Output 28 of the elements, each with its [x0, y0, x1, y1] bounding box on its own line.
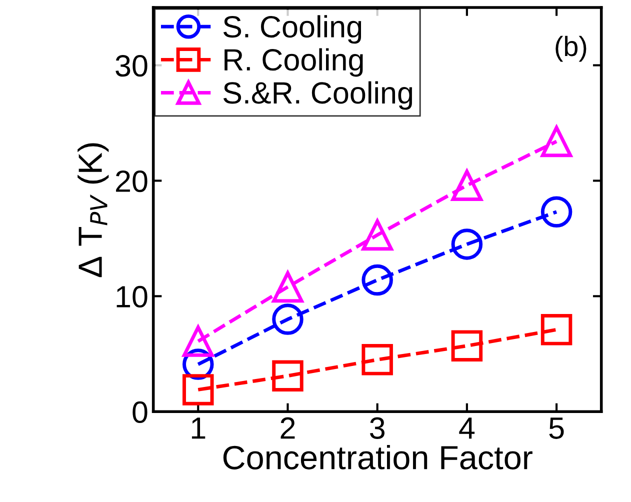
- legend-label: S.&R. Cooling: [223, 81, 412, 110]
- x-tick-label: 3: [370, 417, 384, 439]
- annotation: (b): [556, 36, 586, 62]
- point: [362, 219, 393, 251]
- y-tick-label: 20: [116, 170, 148, 192]
- x-tick-label: 1: [192, 418, 206, 439]
- y-tick-label: 10: [116, 286, 148, 308]
- point: [540, 196, 572, 228]
- point: [362, 264, 393, 296]
- point: [272, 271, 304, 303]
- point: [451, 330, 483, 362]
- point: [362, 344, 393, 376]
- point: [451, 228, 483, 260]
- x-tick-label: 2: [280, 417, 295, 439]
- point: [540, 314, 572, 346]
- x-tick-label: 4: [459, 418, 475, 439]
- x-tick-label: 5: [549, 418, 564, 439]
- point: [182, 374, 214, 406]
- legend-label: R. Cooling: [224, 48, 363, 77]
- x-axis-title: Concentration Factor: [223, 444, 532, 470]
- legend-label: S. Cooling: [223, 15, 362, 44]
- y-axis-title: Δ T$_{PV}$ (K): [78, 143, 109, 278]
- y-tick-label: 30: [116, 54, 148, 77]
- point: [451, 170, 483, 201]
- y-tick-label: 0: [132, 401, 148, 424]
- point: [540, 126, 572, 158]
- point: [272, 360, 304, 392]
- point: [272, 304, 304, 335]
